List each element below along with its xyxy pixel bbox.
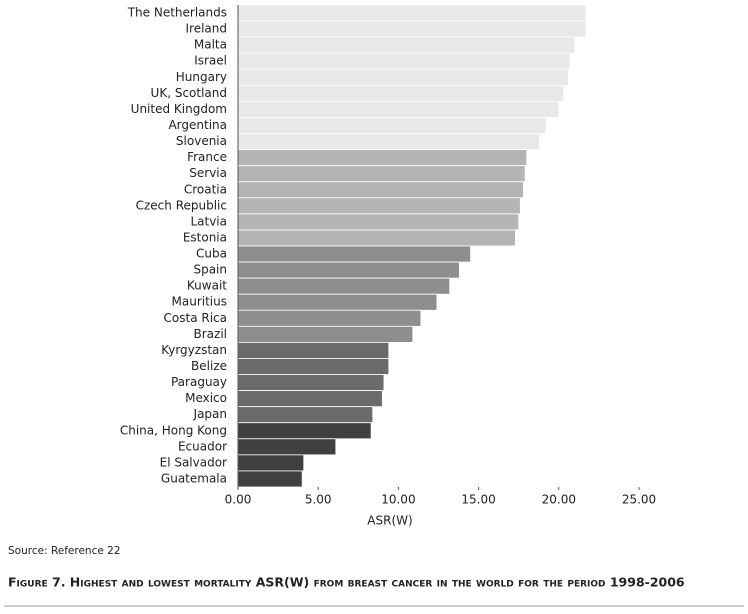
bar xyxy=(237,422,372,440)
bar xyxy=(237,229,516,247)
y-tick-label: Cuba xyxy=(196,247,227,261)
bar xyxy=(237,101,560,118)
y-tick-label: Costa Rica xyxy=(164,311,227,325)
y-tick-label: France xyxy=(187,150,227,164)
bar xyxy=(237,293,438,311)
bar xyxy=(237,374,385,391)
source-note: Source: Reference 22 xyxy=(8,545,121,557)
bar xyxy=(237,245,471,263)
y-tick-label: Croatia xyxy=(184,182,227,196)
y-tick-label: Paraguay xyxy=(171,375,227,389)
bar xyxy=(237,181,524,199)
y-tick-label: China, Hong Kong xyxy=(120,423,227,437)
y-tick-label: El Salvador xyxy=(160,455,227,469)
y-tick-label: Guatemala xyxy=(161,471,227,485)
y-tick-label: Malta xyxy=(194,38,227,52)
y-tick-label: Ecuador xyxy=(178,439,227,453)
x-tick-label: 25.00 xyxy=(622,493,656,507)
bar xyxy=(237,325,414,343)
y-tick-label: Japan xyxy=(193,407,227,421)
y-tick-label: Latvia xyxy=(190,214,227,228)
y-tick-label: UK, Scotland xyxy=(151,86,227,100)
bar xyxy=(237,165,526,183)
y-tick-label: The Netherlands xyxy=(127,6,227,20)
x-tick-label: 0.00 xyxy=(225,493,252,507)
y-tick-label: Argentina xyxy=(168,118,227,132)
bar xyxy=(237,4,587,22)
y-tick-label: Slovenia xyxy=(176,134,227,148)
bar xyxy=(237,84,565,102)
bar xyxy=(237,341,390,359)
y-tick-label: Mexico xyxy=(185,391,227,405)
y-tick-label: Estonia xyxy=(183,230,227,244)
y-tick-label: Brazil xyxy=(194,327,228,341)
bar xyxy=(237,149,528,167)
figure-caption: Figure 7. Highest and lowest mortality A… xyxy=(8,575,685,590)
y-tick-label: Hungary xyxy=(176,70,227,84)
y-tick-label: Ireland xyxy=(185,22,227,36)
x-tick-label: 10.00 xyxy=(381,493,415,507)
x-axis-label: ASR(W) xyxy=(367,514,412,528)
y-tick-label: Belize xyxy=(191,359,227,373)
bar xyxy=(237,438,337,456)
bar xyxy=(237,470,303,488)
bar xyxy=(237,213,520,231)
bar xyxy=(237,117,547,134)
bar xyxy=(237,52,571,70)
bar xyxy=(237,261,460,279)
y-tick-label: Kuwait xyxy=(187,279,227,293)
bar xyxy=(237,390,383,408)
y-tick-label: Israel xyxy=(194,54,227,68)
bar xyxy=(237,197,521,215)
bar xyxy=(237,358,390,375)
y-tick-label: Servia xyxy=(189,166,227,180)
y-tick-label: Spain xyxy=(193,263,227,277)
bar xyxy=(237,133,540,151)
y-tick-label: Czech Republic xyxy=(136,198,227,212)
bar xyxy=(237,20,587,38)
y-tick-label: Mauritius xyxy=(172,295,227,309)
bar xyxy=(237,454,305,472)
bar xyxy=(237,406,374,424)
bar xyxy=(237,68,569,86)
bar xyxy=(237,309,422,327)
y-tick-label: Kyrgyzstan xyxy=(161,343,227,357)
bar xyxy=(237,36,576,54)
x-tick-label: 15.00 xyxy=(461,493,495,507)
x-tick-label: 5.00 xyxy=(305,493,332,507)
x-tick-label: 20.00 xyxy=(542,493,576,507)
y-tick-label: United Kingdom xyxy=(131,102,227,116)
bar xyxy=(237,277,451,295)
